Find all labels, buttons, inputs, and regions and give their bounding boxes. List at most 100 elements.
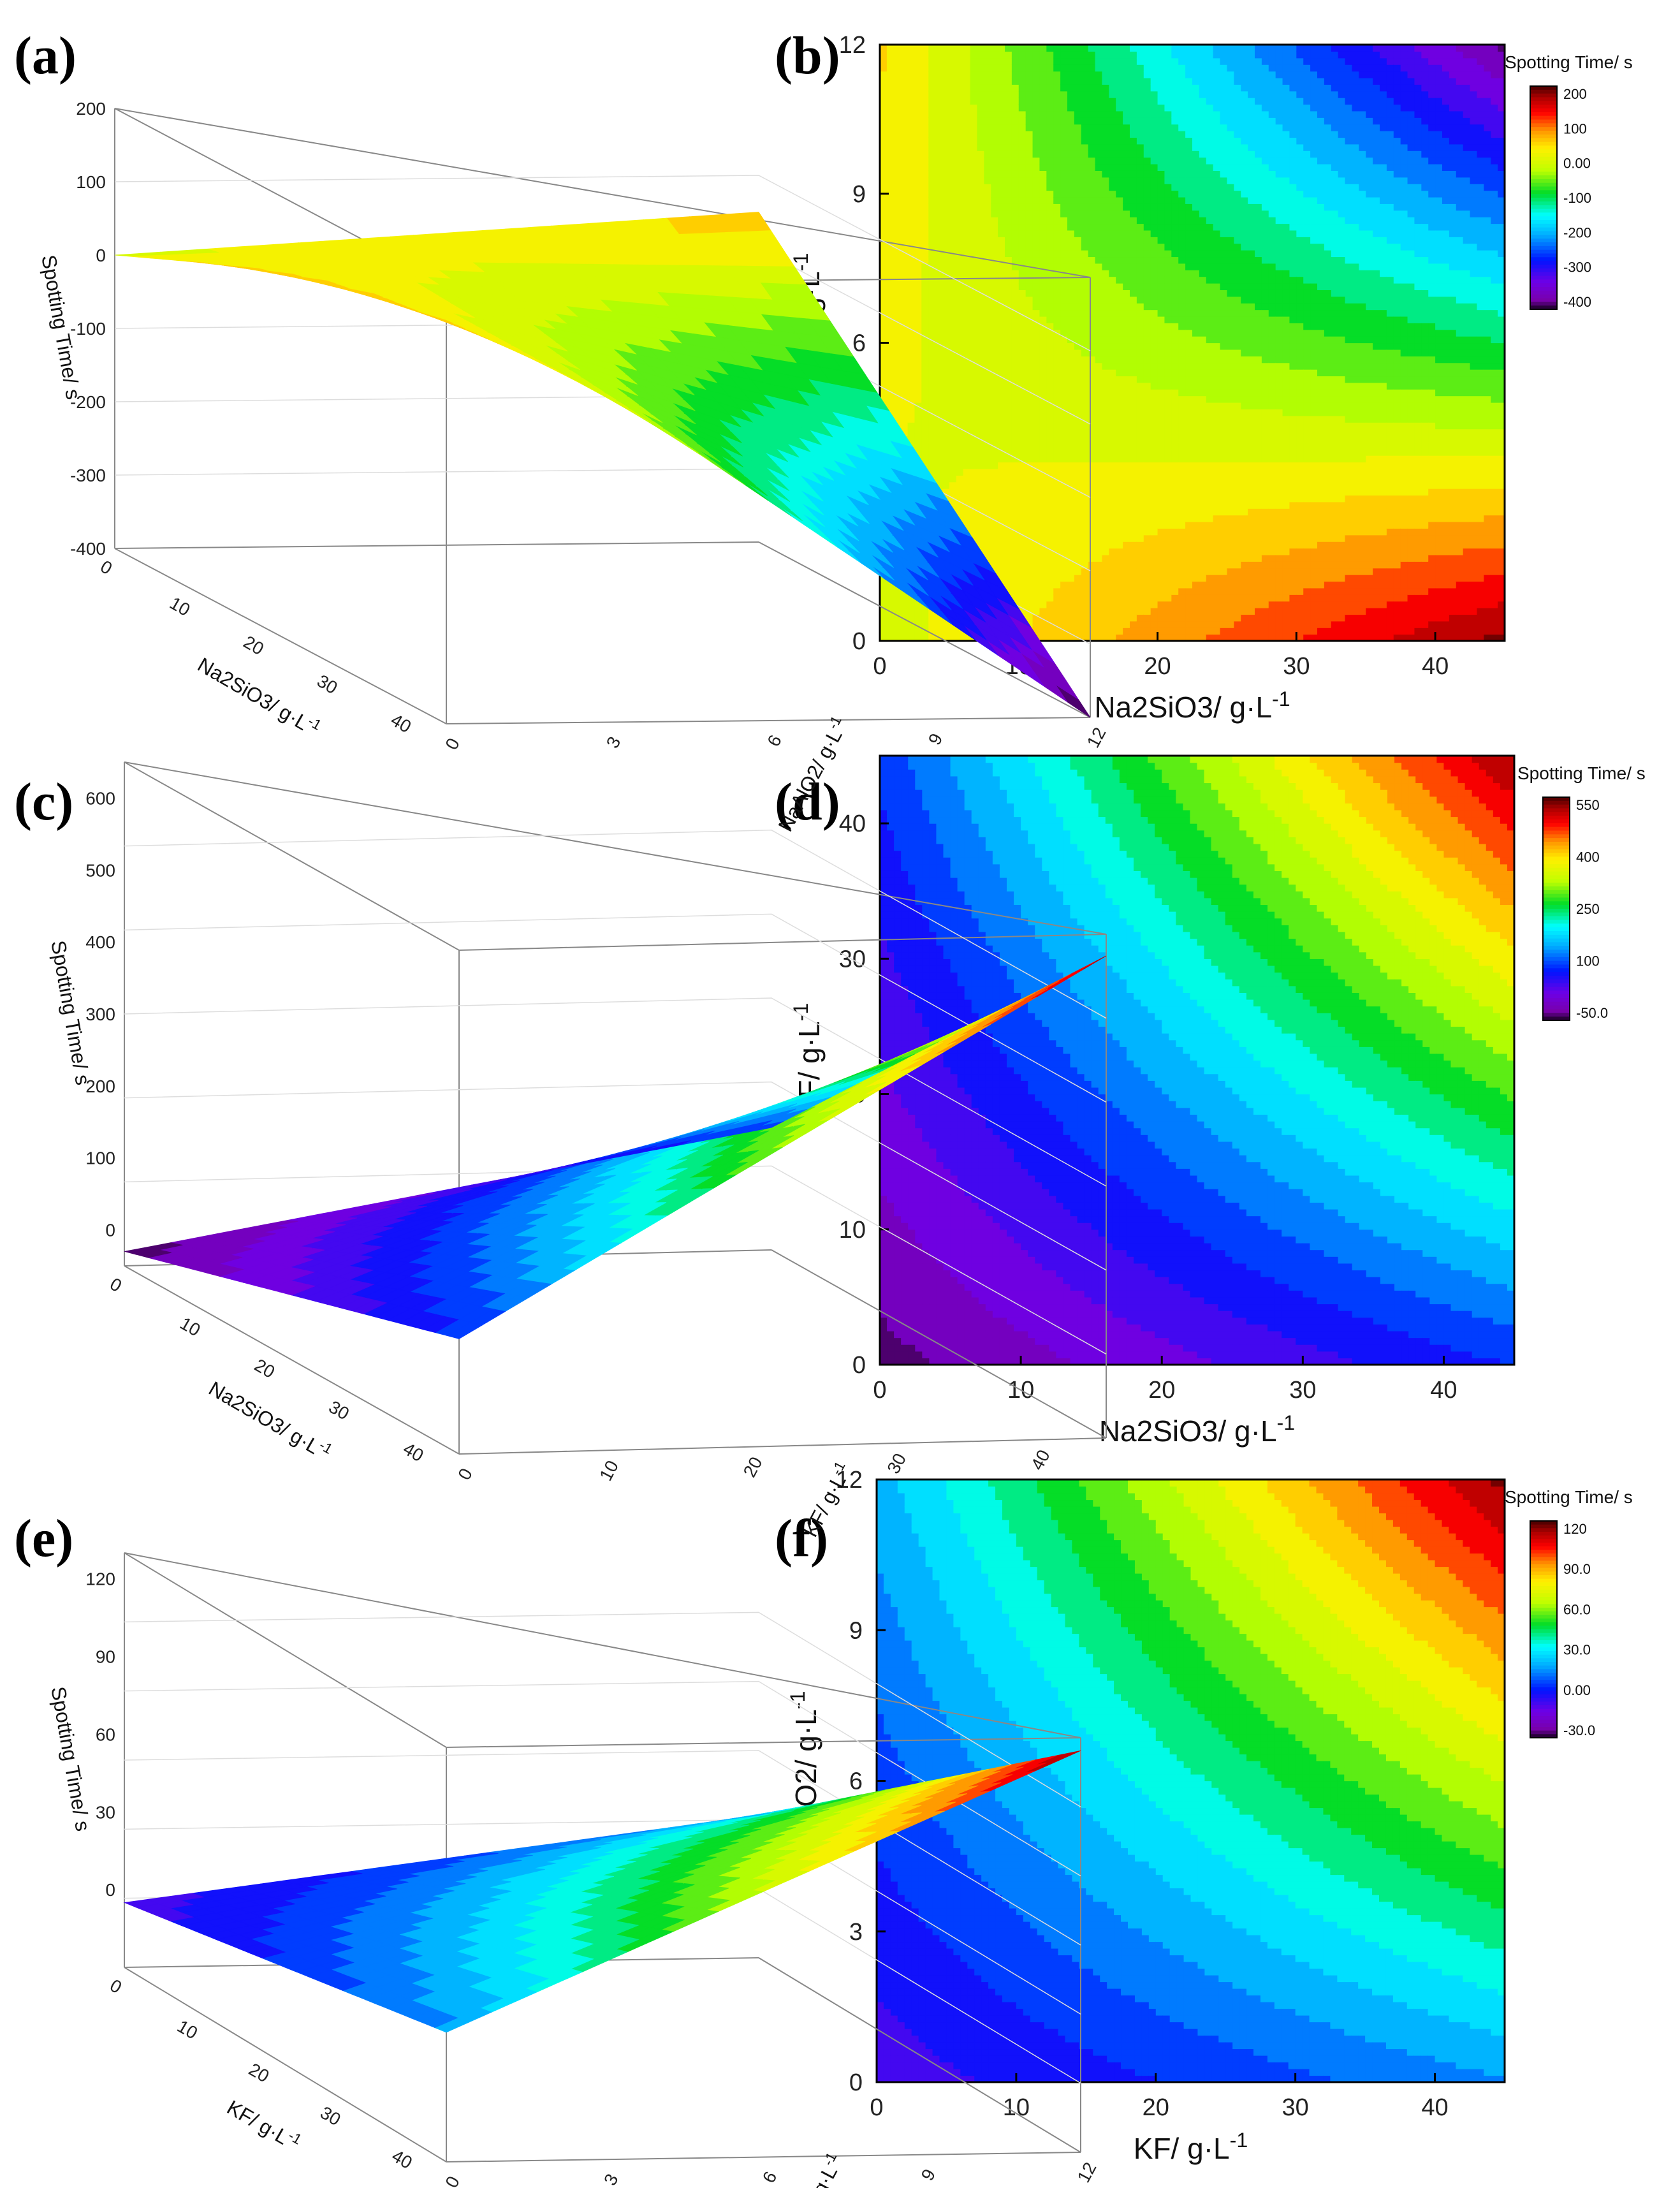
contour-cell bbox=[914, 230, 921, 237]
contour-cell bbox=[914, 614, 921, 621]
contour-cell bbox=[887, 330, 894, 337]
contour-cell bbox=[914, 64, 921, 71]
contour-cell bbox=[901, 336, 908, 343]
contour-cell bbox=[914, 369, 921, 376]
contour-cell bbox=[942, 290, 949, 297]
contour-cell bbox=[921, 217, 928, 224]
contour-cell bbox=[921, 144, 928, 151]
contour-cell bbox=[914, 210, 921, 217]
contour-cell bbox=[984, 330, 991, 337]
contour-cell bbox=[901, 621, 908, 628]
contour-cell bbox=[928, 237, 935, 244]
contour-cell bbox=[908, 191, 915, 198]
contour-cell bbox=[963, 455, 970, 462]
contour-cell bbox=[935, 283, 942, 290]
contour-cell bbox=[949, 369, 956, 376]
contour-cell bbox=[935, 290, 942, 297]
contour-cell bbox=[963, 177, 970, 184]
contour-cell bbox=[977, 277, 984, 284]
contour-cell bbox=[984, 45, 991, 52]
contour-cell bbox=[977, 124, 984, 131]
contour-cell bbox=[942, 475, 949, 482]
contour-cell bbox=[970, 376, 977, 383]
contour-cell bbox=[887, 91, 894, 98]
contour-cell bbox=[963, 396, 970, 403]
contour-cell bbox=[887, 177, 894, 184]
contour-cell bbox=[963, 515, 970, 522]
contour-cell bbox=[977, 349, 984, 356]
contour-cell bbox=[901, 409, 908, 416]
contour-cell bbox=[970, 343, 977, 350]
contour-cell bbox=[956, 330, 963, 337]
contour-cell bbox=[963, 422, 970, 429]
contour-cell bbox=[970, 416, 977, 423]
contour-cell bbox=[901, 131, 908, 138]
contour-cell bbox=[949, 105, 956, 112]
contour-cell bbox=[880, 283, 887, 290]
contour-cell bbox=[901, 184, 908, 191]
contour-cell bbox=[894, 203, 901, 210]
contour-cell bbox=[887, 137, 894, 144]
contour-cell bbox=[970, 51, 977, 58]
contour-cell bbox=[914, 336, 921, 343]
contour-cell bbox=[963, 495, 970, 502]
contour-cell bbox=[894, 131, 901, 138]
contour-cell bbox=[984, 151, 991, 158]
contour-cell bbox=[942, 137, 949, 144]
contour-cell bbox=[963, 217, 970, 224]
contour-cell bbox=[963, 449, 970, 456]
contour-cell bbox=[956, 343, 963, 350]
contour-cell bbox=[935, 170, 942, 177]
contour-cell bbox=[914, 363, 921, 370]
contour-cell bbox=[935, 98, 942, 105]
contour-cell bbox=[908, 64, 915, 71]
contour-cell bbox=[949, 429, 956, 436]
contour-cell bbox=[991, 548, 998, 555]
contour-cell bbox=[928, 78, 935, 85]
contour-cell bbox=[894, 628, 901, 635]
contour-cell bbox=[984, 144, 991, 151]
contour-cell bbox=[963, 191, 970, 198]
contour-cell bbox=[963, 349, 970, 356]
contour-cell bbox=[963, 244, 970, 251]
contour-cell bbox=[984, 422, 991, 429]
contour-cell bbox=[970, 203, 977, 210]
contour-cell bbox=[949, 98, 956, 105]
contour-cell bbox=[956, 363, 963, 370]
contour-cell bbox=[942, 310, 949, 317]
contour-cell bbox=[880, 224, 887, 231]
contour-cell bbox=[942, 383, 949, 390]
contour-cell bbox=[942, 323, 949, 330]
contour-cell bbox=[901, 111, 908, 118]
contour-cell bbox=[963, 203, 970, 210]
contour-cell bbox=[949, 170, 956, 177]
contour-cell bbox=[977, 455, 984, 462]
contour-cell bbox=[963, 369, 970, 376]
contour-cell bbox=[935, 383, 942, 390]
contour-cell bbox=[921, 237, 928, 244]
contour-cell bbox=[921, 369, 928, 376]
contour-cell bbox=[921, 191, 928, 198]
contour-cell bbox=[880, 184, 887, 191]
contour-cell bbox=[956, 244, 963, 251]
contour-cell bbox=[928, 144, 935, 151]
contour-cell bbox=[894, 621, 901, 628]
contour-cell bbox=[984, 528, 991, 535]
contour-cell bbox=[928, 164, 935, 171]
contour-cell bbox=[949, 184, 956, 191]
contour-cell bbox=[921, 442, 928, 449]
contour-cell bbox=[956, 356, 963, 363]
contour-cell bbox=[880, 389, 887, 396]
contour-cell bbox=[949, 290, 956, 297]
contour-cell bbox=[887, 84, 894, 91]
contour-cell bbox=[880, 628, 887, 635]
contour-cell bbox=[970, 197, 977, 204]
contour-cell bbox=[908, 124, 915, 131]
contour-cell bbox=[901, 91, 908, 98]
contour-cell bbox=[921, 203, 928, 210]
contour-cell bbox=[894, 164, 901, 171]
contour-cell bbox=[880, 78, 887, 85]
contour-cell bbox=[914, 191, 921, 198]
contour-cell bbox=[977, 164, 984, 171]
contour-cell bbox=[914, 98, 921, 105]
